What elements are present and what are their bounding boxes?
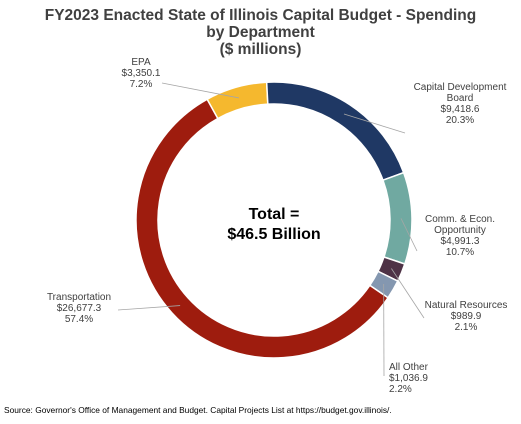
center-total-label: Total = $46.5 Billion (227, 206, 320, 243)
chart-title: FY2023 Enacted State of Illinois Capital… (45, 7, 476, 58)
leader-line-epa (161, 82, 240, 99)
leader-line-transportation (117, 305, 181, 311)
slice-label-capital-development-board: Capital Development Board $9,418.6 20.3% (414, 82, 507, 126)
leader-line-comm-econ-opportunity (400, 218, 418, 252)
chart-title-line-3: ($ millions) (220, 41, 302, 58)
leader-lines (117, 82, 425, 377)
center-total-line-1: Total = (249, 206, 300, 223)
slice-comm-econ-opportunity (381, 171, 413, 265)
slice-transportation (135, 98, 390, 359)
leader-line-natural-resources (391, 268, 425, 319)
slice-epa (206, 81, 269, 120)
center-total-line-2: $46.5 Billion (227, 226, 320, 243)
slice-label-comm-econ-opportunity: Comm. & Econ. Opportunity $4,991.3 10.7% (425, 214, 495, 258)
slice-labels: EPA $3,350.1 7.2% Capital Development Board $… (47, 57, 507, 395)
slice-label-natural-resources: Natural Resources $989.9 2.1% (425, 300, 508, 333)
slice-label-all-other: All Other $1,036.9 2.2% (389, 362, 429, 395)
chart-title-line-2: by Department (206, 24, 315, 41)
leader-line-capital-development-board (343, 113, 406, 134)
source-note: Source: Governor's Office of Management … (4, 405, 392, 415)
slice-label-transportation: Transportation $26,677.3 57.4% (47, 292, 111, 325)
slice-label-epa: EPA $3,350.1 7.2% (122, 57, 161, 90)
slice-capital-development-board (265, 81, 405, 182)
chart-title-line-1: FY2023 Enacted State of Illinois Capital… (45, 7, 476, 24)
